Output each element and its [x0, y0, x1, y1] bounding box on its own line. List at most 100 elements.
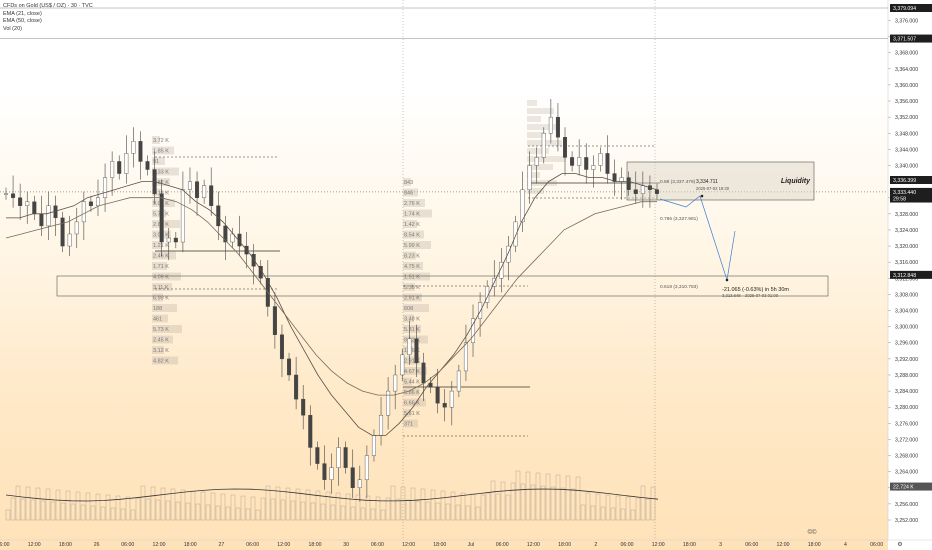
candle-body [294, 374, 299, 400]
candle-body [322, 463, 327, 480]
volume-profile-bar [527, 132, 545, 138]
volume-bar [85, 492, 91, 521]
time-tick-label: Jul [468, 542, 475, 548]
volume-bar [140, 485, 146, 521]
time-tick-label: 06:00 [246, 542, 259, 548]
volume-bar [210, 492, 216, 521]
volume-bar [175, 501, 181, 521]
volume-profile-label: 2.91 K [404, 296, 420, 302]
time-tick-label: 27 [219, 542, 225, 548]
volume-profile-bar [403, 314, 414, 323]
volume-bar [350, 506, 356, 521]
volume-profile-bar [527, 172, 540, 178]
volume-bar [285, 487, 291, 521]
volume-bar [375, 496, 381, 521]
price-badge [890, 187, 932, 196]
time-tick-label: 18:00 [184, 542, 197, 548]
candle-body [46, 205, 51, 227]
candle-body [11, 193, 16, 198]
candle-body [209, 185, 214, 206]
volume-bar [260, 497, 266, 521]
volume-bar [340, 505, 346, 521]
time-tick-label: 26 [94, 542, 100, 548]
volume-bar [605, 494, 611, 521]
projection-point [725, 278, 729, 282]
volume-bar [430, 489, 436, 521]
candle-body [315, 447, 320, 464]
volume-bar [405, 499, 411, 521]
volume-bar [510, 482, 516, 521]
price-tick-label: 3,264.000 [895, 470, 918, 476]
volume-profile-bar [152, 325, 182, 333]
volume-bar [310, 502, 316, 521]
volume-bar [290, 500, 296, 521]
candle-body [478, 302, 483, 319]
volume-bar [55, 489, 61, 521]
ema21-line [6, 173, 658, 436]
candle-body [67, 233, 72, 247]
candle-body [520, 189, 525, 223]
volume-bar [165, 500, 171, 521]
candle-body [555, 116, 560, 138]
volume-bar [345, 493, 351, 521]
volume-profile-bar [403, 304, 429, 312]
vol-legend[interactable]: Vol (20) [3, 25, 22, 32]
ema50-legend[interactable]: EMA (50, close) [3, 18, 42, 24]
candle-body [138, 141, 143, 162]
price-badge [890, 482, 932, 491]
candle-body [577, 157, 582, 166]
candle-body [95, 197, 100, 206]
volume-profile-bar [403, 251, 416, 260]
price-badge [890, 194, 932, 203]
price-badge-label: 3,312.848 [893, 273, 916, 279]
volume-bar [440, 490, 446, 521]
volume-profile-bar [527, 148, 549, 154]
volume-bar [415, 500, 421, 521]
candle-body [633, 189, 638, 194]
time-tick-label: 06:00 [496, 542, 509, 548]
volume-bar [75, 491, 81, 521]
volume-profile-bar [152, 314, 168, 323]
time-tick-label: 12:00 [277, 542, 290, 548]
candle-body [301, 398, 306, 416]
time-tick-label: 18:00 [683, 542, 696, 548]
volume-profile-bar [152, 167, 179, 176]
volume-profile-label: 1.85 K [153, 149, 169, 155]
candle-body [471, 318, 476, 343]
ema21-legend[interactable]: EMA (21, close) [3, 10, 42, 17]
candle-body [421, 362, 426, 384]
candle-body [74, 221, 79, 235]
price-tick-label: 3,356.000 [895, 99, 918, 105]
volume-bar [560, 487, 566, 521]
price-tick-label: 3,296.000 [895, 341, 918, 347]
volume-profile-bar [152, 209, 166, 218]
volume-bar [230, 494, 236, 521]
volume-bar [390, 485, 396, 521]
volume-bar [295, 488, 301, 521]
volume-bar [65, 490, 71, 521]
volume-bar [160, 487, 166, 521]
candle-body [386, 390, 391, 416]
candle-body [272, 306, 277, 335]
volume-profile-label: 2.46 K [153, 254, 169, 260]
price-tick-label: 3,348.000 [895, 131, 918, 137]
volume-profile-bar [152, 220, 180, 228]
time-tick-label: 12:00 [153, 542, 166, 548]
volume-bar [385, 497, 391, 521]
candle-body [131, 141, 136, 154]
volume-bar [580, 504, 586, 521]
volume-profile-label: 4.67 K [404, 369, 420, 375]
volume-bar [620, 508, 626, 521]
volume-profile-bar [527, 124, 558, 130]
volume-profile-bar [403, 398, 426, 407]
volume-profile-label: 1.51 K [404, 275, 420, 281]
price-tick-label: 3,300.000 [895, 325, 918, 331]
volume-bar [320, 503, 326, 521]
volume-profile-bar [403, 262, 423, 270]
candle-body [251, 253, 256, 267]
candle-body [103, 177, 108, 198]
price-badge-label: 3,371.507 [893, 37, 916, 43]
volume-profile-label: 8.23 K [404, 254, 420, 260]
